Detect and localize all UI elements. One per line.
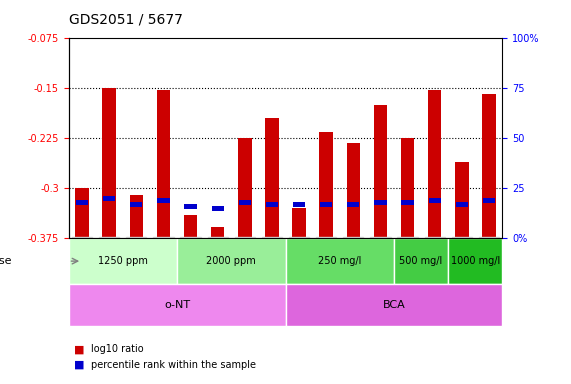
Bar — [211, 227, 224, 238]
FancyBboxPatch shape — [177, 238, 286, 284]
Bar — [212, 205, 224, 210]
Text: percentile rank within the sample: percentile rank within the sample — [91, 360, 256, 370]
Bar — [103, 195, 115, 200]
Bar — [319, 132, 333, 238]
Bar — [428, 90, 441, 238]
Bar — [184, 215, 198, 238]
Text: BCA: BCA — [383, 300, 405, 310]
Bar — [75, 188, 89, 238]
FancyBboxPatch shape — [69, 284, 286, 326]
Bar — [130, 202, 142, 207]
Text: 250 mg/l: 250 mg/l — [318, 256, 361, 266]
Bar — [238, 138, 252, 238]
Bar — [292, 208, 306, 238]
Text: GDS2051 / 5677: GDS2051 / 5677 — [69, 13, 182, 27]
Bar — [347, 143, 360, 238]
Text: ■: ■ — [74, 344, 85, 354]
Bar — [320, 202, 332, 207]
Text: 500 mg/l: 500 mg/l — [400, 256, 443, 266]
FancyBboxPatch shape — [69, 238, 177, 284]
Text: ■: ■ — [74, 360, 85, 370]
Bar — [130, 195, 143, 238]
Bar — [373, 105, 387, 238]
Bar — [401, 200, 413, 205]
Text: 1000 mg/l: 1000 mg/l — [451, 256, 500, 266]
Bar — [158, 198, 170, 203]
Bar — [76, 200, 88, 205]
Text: o-NT: o-NT — [164, 300, 190, 310]
Bar — [265, 118, 279, 238]
Bar — [455, 162, 469, 238]
FancyBboxPatch shape — [286, 284, 502, 326]
Bar — [375, 200, 387, 205]
Bar — [456, 202, 468, 207]
Bar — [239, 200, 251, 205]
FancyBboxPatch shape — [448, 238, 502, 284]
Bar — [482, 94, 496, 238]
Bar — [429, 198, 441, 203]
Text: 1250 ppm: 1250 ppm — [98, 256, 148, 266]
Text: dose: dose — [0, 256, 11, 266]
Bar — [156, 90, 170, 238]
Bar — [293, 202, 305, 207]
Bar — [401, 138, 415, 238]
Bar — [483, 198, 495, 203]
FancyBboxPatch shape — [286, 238, 394, 284]
Bar — [102, 88, 116, 238]
Bar — [266, 202, 278, 207]
Text: log10 ratio: log10 ratio — [91, 344, 144, 354]
Bar — [184, 204, 196, 209]
FancyBboxPatch shape — [394, 238, 448, 284]
Text: 2000 ppm: 2000 ppm — [206, 256, 256, 266]
Bar — [347, 202, 359, 207]
